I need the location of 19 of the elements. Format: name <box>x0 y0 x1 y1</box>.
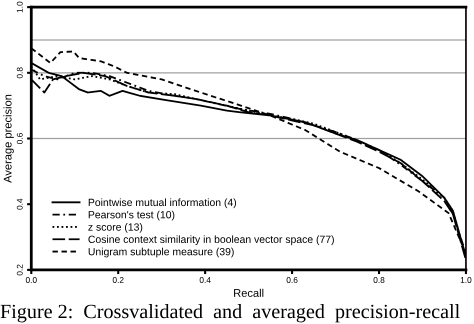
x-tick-label: 0.8 <box>374 277 384 283</box>
x-tick-label: 0.0 <box>26 277 37 283</box>
x-tick-label: 0.2 <box>112 277 124 283</box>
legend-label: z score (13) <box>88 223 142 233</box>
y-tick-label: 1.0 <box>16 2 23 12</box>
x-tick-label: 0.4 <box>200 277 211 283</box>
y-tick-label: 0.8 <box>16 67 23 78</box>
legend-label: Cosine context similarity in boolean vector space (77) <box>88 235 334 246</box>
x-tick-label: 0.6 <box>286 277 298 283</box>
x-axis-title: Recall <box>234 288 264 297</box>
y-tick-label: 0.6 <box>16 133 23 144</box>
y-tick-label: 0.4 <box>16 198 23 210</box>
y-tick-label: 0.2 <box>16 264 23 276</box>
x-tick-label: 1.0 <box>460 277 472 283</box>
legend-label: Pearson's test (10) <box>88 210 174 220</box>
y-axis-title: Average precision <box>3 94 14 183</box>
caption: Figure 2: Crossvalidated and averaged precision-recall <box>0 304 460 322</box>
legend-label: Pointwise mutual information (4) <box>88 198 236 208</box>
legend-label: Unigram subtuple measure (39) <box>88 248 234 258</box>
